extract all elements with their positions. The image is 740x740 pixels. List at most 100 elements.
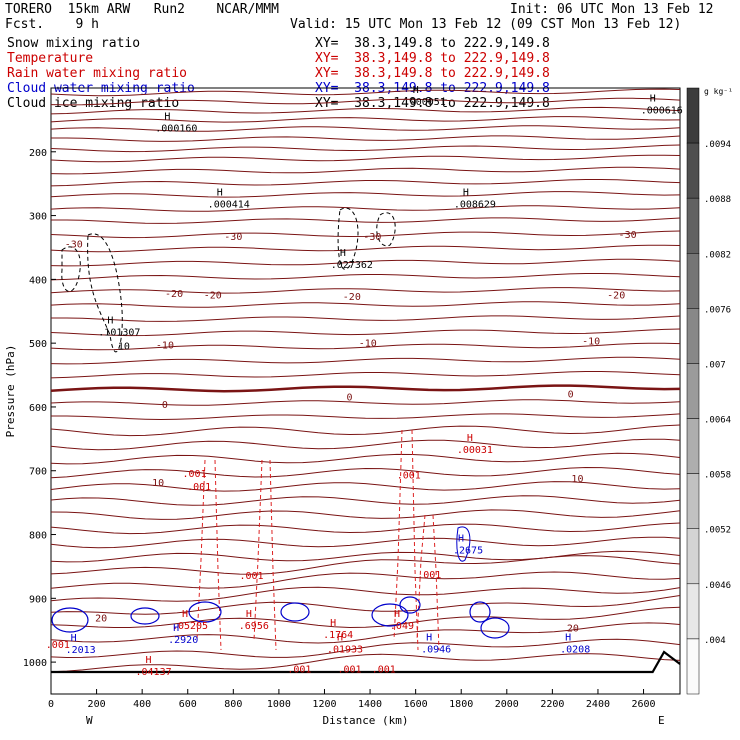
rain-label: .001 bbox=[46, 640, 70, 651]
cloud-water-contour bbox=[51, 607, 89, 633]
temperature-label: -30 bbox=[363, 232, 381, 243]
isotherm-line bbox=[50, 555, 681, 575]
rain-max-marker: H bbox=[337, 633, 343, 644]
legend-rain-xy: XY= 38.3,149.8 to 222.9,149.8 bbox=[315, 66, 550, 81]
colorbar-tick-label: .0046 bbox=[704, 581, 731, 591]
y-tick-label: 1000 bbox=[23, 658, 47, 669]
temperature-label: 0 bbox=[162, 400, 168, 411]
ice-max-marker: H bbox=[107, 316, 113, 327]
colorbar-unit: g kg⁻¹ bbox=[704, 87, 733, 96]
terrain-line bbox=[51, 650, 681, 674]
rain-label: .001 bbox=[417, 570, 441, 581]
rain-label: .001 bbox=[287, 664, 311, 675]
colorbar-tick-label: .0058 bbox=[704, 471, 731, 481]
colorbar-tick-label: .0076 bbox=[704, 305, 731, 315]
isotherm-line bbox=[50, 301, 681, 308]
cloud-water-contour bbox=[280, 602, 310, 622]
cloud-water-label: .0208 bbox=[560, 645, 590, 656]
rain-max-marker: H bbox=[467, 433, 473, 444]
isotherm-line bbox=[50, 258, 681, 267]
rain-contour bbox=[416, 514, 440, 651]
isotherm-line bbox=[50, 495, 681, 506]
rain-contour bbox=[393, 429, 419, 651]
colorbar-segment bbox=[686, 638, 700, 695]
x-tick-label: 1600 bbox=[404, 699, 428, 710]
rain-label: .001 bbox=[338, 664, 362, 675]
rain-contour bbox=[196, 459, 222, 651]
cloud-water-contour bbox=[130, 607, 160, 625]
rain-contour bbox=[253, 459, 277, 651]
west-label: W bbox=[86, 714, 93, 727]
cloud-water-label: .2013 bbox=[66, 645, 96, 656]
cloud-water-max-marker: H bbox=[565, 633, 571, 644]
colorbar-tick-label: .004 bbox=[704, 636, 726, 646]
ice-max-marker: H bbox=[463, 187, 469, 198]
header-model: TORERO 15km ARW Run2 NCAR/MMM bbox=[5, 2, 279, 17]
isotherm-line bbox=[50, 399, 681, 406]
rain-label: .001 bbox=[187, 482, 211, 493]
temperature-label: -10 bbox=[156, 340, 174, 351]
isotherm-line bbox=[50, 144, 681, 153]
colorbar-tick-label: .0082 bbox=[704, 250, 731, 260]
temperature-label: -30 bbox=[65, 239, 83, 250]
ice-max-label: .101307 bbox=[98, 328, 140, 339]
cloud-water-max-marker: H bbox=[458, 534, 464, 545]
temperature-label: -30 bbox=[619, 230, 637, 241]
legend-cloud-ice-xy: XY= 38.3,149.8 to 222.9,149.8 bbox=[315, 96, 550, 111]
isotherm-line bbox=[51, 217, 681, 224]
legend-temperature: Temperature bbox=[7, 51, 94, 66]
isotherm-line bbox=[50, 371, 681, 379]
isotherm-line bbox=[50, 230, 681, 239]
isotherm-line bbox=[50, 342, 681, 351]
colorbar-tick-label: .0052 bbox=[704, 526, 731, 536]
x-tick-label: 1800 bbox=[449, 699, 473, 710]
cloud-water-contour bbox=[456, 526, 471, 562]
x-tick-label: 2200 bbox=[540, 699, 564, 710]
ice-max-label: .008629 bbox=[454, 199, 496, 210]
rain-label: .05205 bbox=[172, 621, 208, 632]
rain-max-marker: H bbox=[394, 609, 400, 620]
rain-label: .1764 bbox=[323, 630, 353, 641]
colorbar-segment bbox=[686, 473, 700, 529]
isotherm-line bbox=[51, 315, 681, 322]
colorbar-segment bbox=[686, 253, 700, 309]
isotherm-line bbox=[50, 522, 681, 535]
isotherm-line bbox=[50, 273, 681, 281]
isotherm-line bbox=[50, 481, 681, 492]
plot-frame bbox=[50, 87, 681, 695]
temperature-label: -10 bbox=[359, 338, 377, 349]
temperature-label: -20 bbox=[204, 291, 222, 302]
ice-max-marker: H bbox=[413, 85, 419, 96]
rain-label: .001 bbox=[183, 469, 207, 480]
rain-label: .001 bbox=[372, 664, 396, 675]
x-tick-label: 0 bbox=[48, 699, 54, 710]
ice-max-marker: H bbox=[340, 248, 346, 259]
temperature-label: -30 bbox=[224, 232, 242, 243]
isotherm-line bbox=[50, 606, 681, 629]
isotherm-line bbox=[50, 244, 681, 253]
rain-label: .01933 bbox=[327, 645, 363, 656]
isotherm-line bbox=[50, 384, 681, 393]
temperature-label: 20 bbox=[95, 613, 107, 624]
legend-rain: Rain water mixing ratio bbox=[7, 66, 188, 81]
ice-max-marker: H bbox=[164, 111, 170, 122]
isotherm-line bbox=[50, 438, 681, 451]
temperature-label: -20 bbox=[607, 291, 625, 302]
temperature-label: 0 bbox=[347, 393, 353, 404]
isotherm-line bbox=[50, 116, 681, 123]
cloud-water-label: .2675 bbox=[453, 546, 483, 557]
ice-max-marker: H bbox=[650, 94, 656, 105]
cloud-water-label: .0946 bbox=[421, 645, 451, 656]
isotherm-line bbox=[50, 287, 681, 294]
colorbar-segment bbox=[686, 528, 700, 585]
isotherm-line bbox=[50, 97, 681, 106]
isotherm-line bbox=[50, 586, 681, 602]
isotherm-line bbox=[50, 466, 681, 479]
x-tick-label: 2000 bbox=[495, 699, 519, 710]
ice-max-label: .000414 bbox=[208, 199, 250, 210]
isotherm-line bbox=[50, 452, 681, 465]
ice-contour bbox=[87, 233, 123, 353]
isotherm-line bbox=[50, 638, 681, 659]
isotherm-line bbox=[50, 571, 681, 589]
